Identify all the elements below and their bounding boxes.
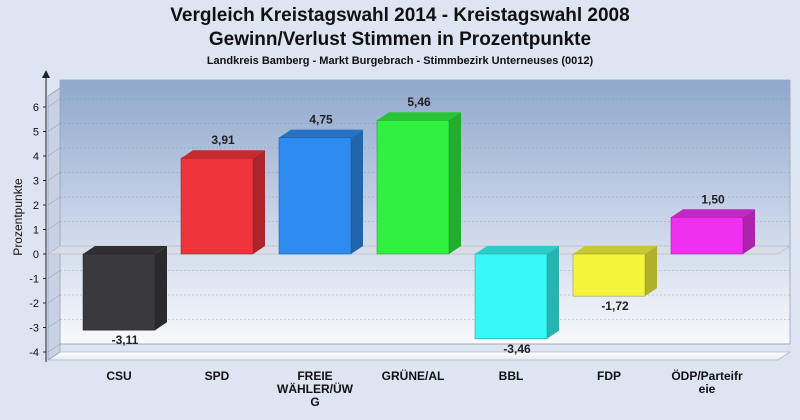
y-tick-label: 0	[33, 249, 39, 261]
x-tick-label-line: SPD	[205, 369, 230, 383]
bar: -3,46	[474, 246, 559, 356]
bar: 5,46	[376, 95, 461, 255]
x-tick-label: ÖDP/Parteifr eie	[671, 368, 743, 396]
bar-front	[670, 217, 744, 255]
bar-front	[278, 137, 352, 255]
x-tick-label: CSU	[106, 369, 131, 383]
bar: -1,72	[572, 246, 657, 313]
y-tick-label: -3	[29, 323, 39, 335]
bar-value-label: 4,75	[309, 113, 333, 127]
grid-line-side	[47, 98, 61, 108]
bar-top	[573, 246, 657, 254]
bar-top	[377, 112, 461, 121]
bar-front	[82, 253, 156, 331]
bar: 4,75	[278, 113, 363, 255]
y-axis: 6 5 4 3 2 1 0 -1 -2 -3 -4	[29, 70, 50, 362]
bar-side	[743, 209, 755, 254]
plot-side-wall	[47, 87, 61, 361]
grid-line-side	[47, 196, 61, 206]
bar-value-label: -3,46	[503, 342, 531, 356]
bar-value-label: 5,46	[407, 95, 431, 109]
bar-value-label: -3,11	[112, 333, 139, 347]
x-tick-label-line: BBL	[499, 369, 524, 383]
bar-top	[279, 129, 363, 138]
plot-floor	[46, 351, 792, 361]
x-tick-label-line: GRÜNE/AL	[382, 368, 445, 383]
bar-front	[180, 157, 254, 255]
chart-caption: Landkreis Bamberg - Markt Burgebrach - S…	[206, 55, 594, 67]
x-tick-label-line: ÖDP/Parteifr	[671, 368, 743, 383]
x-tick-label: FREIE WÄHLER/ÜW G	[277, 369, 354, 409]
bar-value-label: -1,72	[601, 299, 629, 313]
y-axis-label: Prozentpunkte	[11, 178, 25, 256]
chart-subtitle: Gewinn/Verlust Stimmen in Prozentpunkte	[208, 29, 592, 50]
bar: -3,11	[82, 246, 167, 347]
bar-top	[181, 150, 265, 159]
x-tick-label: SPD	[205, 369, 230, 383]
x-tick-label-line: FDP	[597, 369, 621, 383]
bar-top	[671, 209, 755, 218]
chart-title: Vergleich Kreistagswahl 2014 - Kreistags…	[170, 5, 630, 26]
y-tick-label: 1	[33, 225, 39, 237]
y-tick-label: 4	[33, 151, 39, 163]
x-tick-label-line: CSU	[106, 369, 131, 383]
grid-line-side	[47, 270, 61, 279]
bar-side	[547, 246, 559, 339]
bar-top	[475, 246, 559, 254]
y-tick-label: 3	[33, 176, 39, 188]
y-tick-label: -1	[29, 274, 39, 286]
bars: -3,11 3,91 4,75 5,46 -3,46 -1,72 1,50	[82, 95, 755, 356]
x-tick-label-line: G	[310, 395, 319, 409]
grid-line-side	[47, 221, 61, 230]
grid-line-side	[47, 147, 61, 157]
y-tick-label: 5	[33, 127, 39, 139]
bar-side	[645, 246, 657, 297]
bar: 1,50	[670, 192, 755, 255]
x-tick-label: BBL	[499, 369, 524, 383]
x-tick-label: FDP	[597, 369, 621, 383]
y-tick-label: 2	[33, 200, 39, 212]
grid-line-side	[47, 343, 61, 353]
bar-side	[351, 129, 363, 254]
y-tick-label: -2	[29, 298, 39, 310]
bar-front	[572, 253, 646, 297]
y-tick-label: 6	[33, 102, 39, 114]
bar-front	[474, 253, 548, 340]
bar-side	[253, 150, 265, 254]
x-tick-label: GRÜNE/AL	[382, 368, 445, 383]
bar-value-label: 3,91	[211, 133, 235, 147]
y-tick-label: -4	[29, 347, 39, 359]
x-tick-label-line: eie	[699, 382, 716, 396]
y-axis-arrow-icon	[42, 70, 50, 78]
bar-side	[155, 246, 167, 331]
x-tick-label-line: FREIE	[297, 369, 332, 383]
bar-top	[83, 246, 167, 254]
bar-side	[449, 112, 461, 254]
bar: 3,91	[180, 133, 265, 255]
x-axis: CSU SPD FREIE WÄHLER/ÜW G GRÜNE/AL BBL FDP ÖDP/P…	[106, 368, 743, 409]
bar-front	[376, 119, 450, 255]
grid-line-side	[47, 172, 61, 181]
x-tick-label-line: WÄHLER/ÜW	[277, 381, 354, 396]
grid-line-side	[47, 123, 61, 132]
grid-line-side	[47, 294, 61, 304]
grid-line-side	[47, 319, 61, 328]
bar-value-label: 1,50	[701, 192, 725, 206]
